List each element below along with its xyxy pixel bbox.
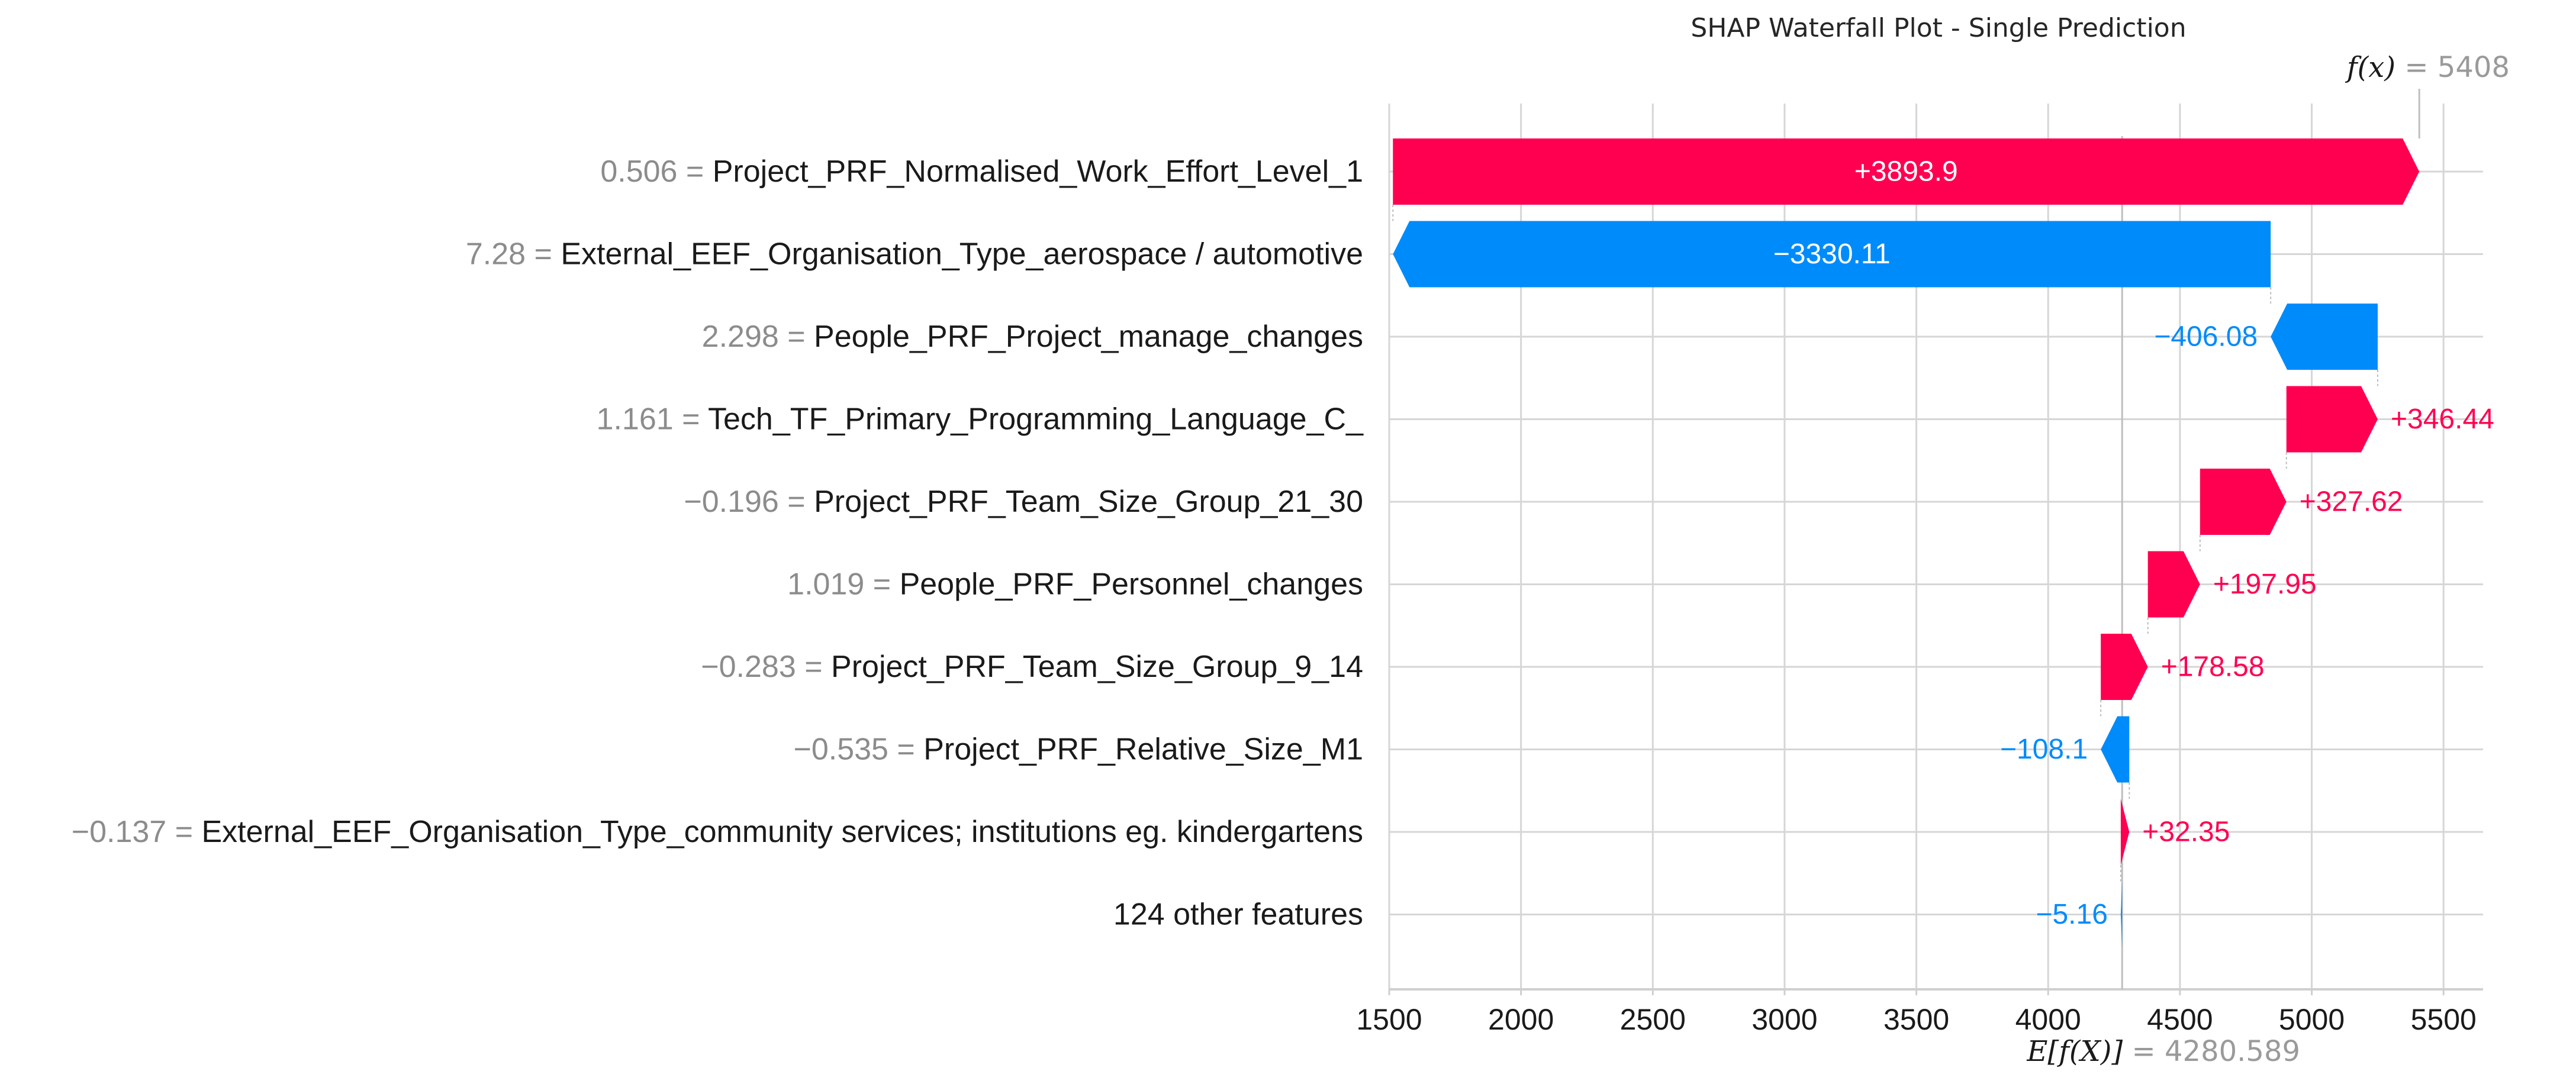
feature-value: 1.161 = (597, 402, 708, 437)
x-tick-label: 1500 (1356, 1003, 1422, 1036)
feature-label: 1.161 = Tech_TF_Primary_Programming_Lang… (597, 402, 1364, 437)
fx-annotation: f(x) = 5408 (2345, 51, 2510, 84)
feature-label: 0.506 = Project_PRF_Normalised_Work_Effo… (600, 154, 1363, 189)
feature-label: 1.019 = People_PRF_Personnel_changes (787, 567, 1363, 602)
contribution-label: +327.62 (2300, 486, 2403, 518)
x-tick-label: 3000 (1751, 1003, 1817, 1036)
feature-value: −0.137 = (72, 815, 202, 849)
negative-contribution-bar (2120, 881, 2123, 948)
feature-label: 124 other features (1113, 898, 1363, 932)
feature-label: 2.298 = People_PRF_Project_manage_change… (702, 320, 1363, 354)
contribution-label: −3330.11 (1773, 238, 1891, 270)
positive-contribution-bar (2286, 386, 2378, 453)
feature-value: −0.535 = (793, 733, 923, 767)
feature-value: 0.506 = (600, 154, 712, 189)
feature-name: Project_PRF_Team_Size_Group_21_30 (814, 485, 1363, 519)
contribution-label: −5.16 (2036, 899, 2107, 930)
negative-contribution-bar (2271, 304, 2378, 370)
contribution-label: −406.08 (2154, 321, 2258, 353)
positive-contribution-bar (2200, 469, 2287, 535)
feature-name: Project_PRF_Normalised_Work_Effort_Level… (713, 154, 1363, 189)
fx-value: = 5408 (2395, 51, 2510, 84)
feature-name: Tech_TF_Primary_Programming_Language_C_ (708, 402, 1364, 437)
contribution-label: +178.58 (2161, 651, 2265, 683)
positive-contribution-bar (1393, 138, 2420, 205)
feature-name: Project_PRF_Team_Size_Group_9_14 (831, 650, 1363, 684)
feature-label: −0.196 = Project_PRF_Team_Size_Group_21_… (684, 485, 1363, 519)
contribution-label: +32.35 (2142, 817, 2230, 848)
chart-title: SHAP Waterfall Plot - Single Prediction (1690, 13, 2186, 43)
negative-contribution-bar (1393, 221, 2271, 288)
x-tick-label: 3500 (1883, 1003, 1949, 1036)
feature-label: 7.28 = External_EEF_Organisation_Type_ae… (466, 237, 1363, 272)
x-tick-label: 4000 (2015, 1003, 2081, 1036)
contribution-label: −108.1 (2000, 734, 2088, 765)
bars (1392, 89, 2420, 989)
contribution-label: +197.95 (2213, 569, 2317, 600)
x-tick-label: 4500 (2147, 1003, 2213, 1036)
efx-value: = 4280.589 (2123, 1035, 2300, 1068)
positive-contribution-bar (2147, 551, 2200, 618)
feature-label: −0.137 = External_EEF_Organisation_Type_… (72, 815, 1363, 849)
x-tick-label: 2500 (1620, 1003, 1686, 1036)
feature-name: People_PRF_Personnel_changes (900, 567, 1363, 602)
labels: 1500 2000 2500 3000 3500 4000 4500 5000 5500 +389… (72, 51, 2510, 1068)
positive-contribution-bar (2101, 634, 2148, 700)
feature-label: −0.535 = Project_PRF_Relative_Size_M1 (793, 733, 1363, 767)
feature-value: 2.298 = (702, 320, 814, 354)
x-tick-label: 5000 (2279, 1003, 2345, 1036)
x-tick-label: 5500 (2411, 1003, 2477, 1036)
feature-value: −0.283 = (701, 650, 831, 684)
efx-label: E[f(X)] (2026, 1035, 2123, 1068)
negative-contribution-bar (2101, 716, 2130, 783)
feature-value: 1.019 = (787, 567, 899, 602)
fx-label: f(x) (2345, 51, 2395, 84)
positive-contribution-bar (2120, 799, 2130, 865)
contribution-label: +3893.9 (1854, 156, 1958, 188)
feature-name: External_EEF_Organisation_Type_community… (201, 815, 1363, 849)
feature-value: −0.196 = (684, 485, 814, 519)
feature-name: 124 other features (1113, 898, 1363, 932)
contribution-label: +346.44 (2391, 404, 2494, 435)
efx-annotation: E[f(X)] = 4280.589 (2026, 1035, 2300, 1068)
feature-value: 7.28 = (466, 237, 561, 272)
feature-name: External_EEF_Organisation_Type_aerospace… (561, 237, 1363, 272)
x-tick-label: 2000 (1488, 1003, 1554, 1036)
feature-name: People_PRF_Project_manage_changes (814, 320, 1363, 354)
feature-name: Project_PRF_Relative_Size_M1 (923, 733, 1363, 767)
feature-label: −0.283 = Project_PRF_Team_Size_Group_9_1… (701, 650, 1363, 684)
